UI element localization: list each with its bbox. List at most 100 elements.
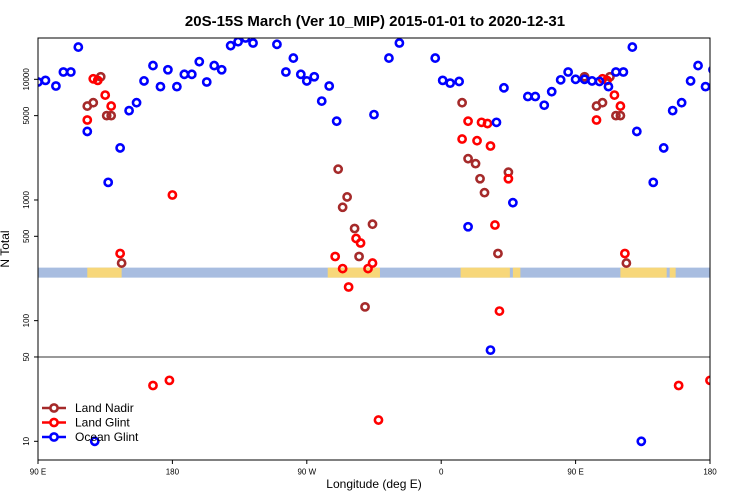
- land-glint-point: [373, 415, 384, 425]
- land-nadir-point: [101, 110, 112, 121]
- ocean-glint-point: [570, 74, 581, 85]
- ocean-glint-point: [103, 177, 114, 188]
- land-nadir-point: [337, 202, 348, 213]
- land-glint-point: [705, 375, 710, 386]
- ocean-glint-point: [708, 65, 710, 74]
- x-tick-label: 90 E: [30, 468, 46, 477]
- land-nadir-point: [479, 187, 490, 198]
- ocean-glint-point: [73, 42, 84, 52]
- ocean-glint-point: [611, 67, 621, 77]
- legend-label: Ocean Glint: [75, 430, 139, 444]
- ocean-glint-point: [563, 67, 574, 77]
- land-glint-point: [609, 90, 620, 100]
- land-glint-point: [343, 282, 354, 292]
- land-nadir-point: [611, 110, 621, 121]
- land-nadir-point: [116, 258, 127, 268]
- ocean-glint-point: [685, 76, 696, 86]
- ocean-glint-point: [667, 105, 678, 116]
- ocean-glint-point: [58, 67, 69, 77]
- ocean-glint-point: [384, 53, 394, 63]
- y-tick-label: 10000: [22, 68, 31, 91]
- ocean-glint-point: [445, 78, 456, 89]
- band-land-segment: [669, 267, 676, 278]
- ocean-glint-point: [248, 38, 258, 48]
- band-land-segment: [512, 267, 521, 278]
- ocean-glint-point: [539, 100, 550, 111]
- land-nadir-point: [333, 164, 344, 175]
- band-land-segment: [87, 267, 122, 278]
- ocean-glint-point: [65, 67, 76, 77]
- ocean-glint-point: [201, 77, 212, 87]
- ocean-glint-point: [463, 221, 473, 232]
- coverage-band: [38, 267, 710, 278]
- ocean-glint-point: [648, 177, 659, 188]
- land-glint-point: [619, 248, 630, 259]
- land-glint-point: [164, 375, 175, 386]
- land-glint-point: [615, 101, 626, 111]
- ocean-glint-point: [194, 56, 205, 67]
- ocean-glint-point: [131, 97, 142, 108]
- y-tick-label: 50: [22, 352, 31, 361]
- x-axis-ticks: 90 E 180 90 W 0 90 E 180: [30, 460, 717, 477]
- ocean-glint-point: [603, 81, 614, 92]
- ocean-glint-point: [51, 81, 61, 91]
- land-glint-point: [367, 258, 378, 268]
- x-axis-label: Longitude (deg E): [326, 477, 421, 491]
- land-nadir-point: [88, 97, 99, 108]
- land-nadir-point: [470, 158, 481, 169]
- ocean-glint-point: [627, 42, 638, 52]
- ocean-glint-point: [124, 105, 134, 116]
- y-tick-label: 1000: [22, 191, 31, 209]
- land-nadir-point: [457, 97, 468, 108]
- land-glint-point: [673, 380, 684, 391]
- land-glint-point: [485, 141, 496, 151]
- legend-swatch-marker: [49, 403, 59, 413]
- ocean-glint-point: [280, 67, 291, 77]
- ocean-glint-point: [171, 81, 182, 92]
- ocean-glint-point: [394, 38, 405, 48]
- ocean-glint-point: [316, 96, 327, 106]
- ocean-glint-point: [155, 81, 166, 92]
- land-nadir-point: [621, 258, 632, 268]
- ocean-glint-point: [295, 69, 306, 80]
- ocean-glint-point: [530, 91, 541, 102]
- x-tick-label: 0: [439, 468, 444, 477]
- ocean-glint-point: [216, 64, 227, 75]
- ocean-glint-point: [369, 109, 379, 120]
- land-nadir-point: [367, 219, 378, 230]
- ocean-glint-point: [636, 436, 647, 447]
- ocean-glint-point: [115, 143, 126, 153]
- land-glint-point: [494, 306, 505, 316]
- ocean-glint-point: [139, 76, 149, 86]
- ocean-glint-point: [209, 60, 220, 71]
- land-glint-point: [167, 190, 178, 200]
- ocean-glint-point: [618, 67, 629, 77]
- ocean-glint-point: [430, 53, 441, 63]
- x-tick-label: 180: [703, 468, 717, 477]
- land-nadir-point: [349, 223, 360, 234]
- y-tick-label: 10: [22, 436, 31, 445]
- y-tick-label: 500: [22, 229, 31, 243]
- land-nadir-point: [475, 173, 485, 184]
- x-tick-label: 180: [166, 468, 180, 477]
- ocean-glint-point: [658, 143, 669, 153]
- land-nadir-point: [493, 248, 503, 259]
- ocean-glint-point: [700, 81, 710, 92]
- ocean-glint-point: [301, 76, 312, 86]
- land-glint-point: [482, 118, 493, 129]
- ocean-glint-point: [186, 69, 197, 80]
- legend-swatch-marker: [49, 432, 59, 442]
- land-nadir-point: [360, 301, 370, 312]
- land-glint-point: [490, 220, 500, 230]
- ocean-glint-point: [507, 197, 518, 208]
- band-land-segment: [327, 267, 380, 278]
- y-axis-ticks: 10 50 100 500 1000 5000 10000: [22, 68, 38, 446]
- ocean-glint-point: [587, 76, 597, 86]
- land-glint-point: [355, 238, 366, 248]
- ocean-glint-point: [491, 117, 502, 128]
- land-glint-point: [100, 90, 111, 100]
- land-nadir-point: [597, 97, 608, 108]
- ocean-glint-point: [225, 40, 236, 51]
